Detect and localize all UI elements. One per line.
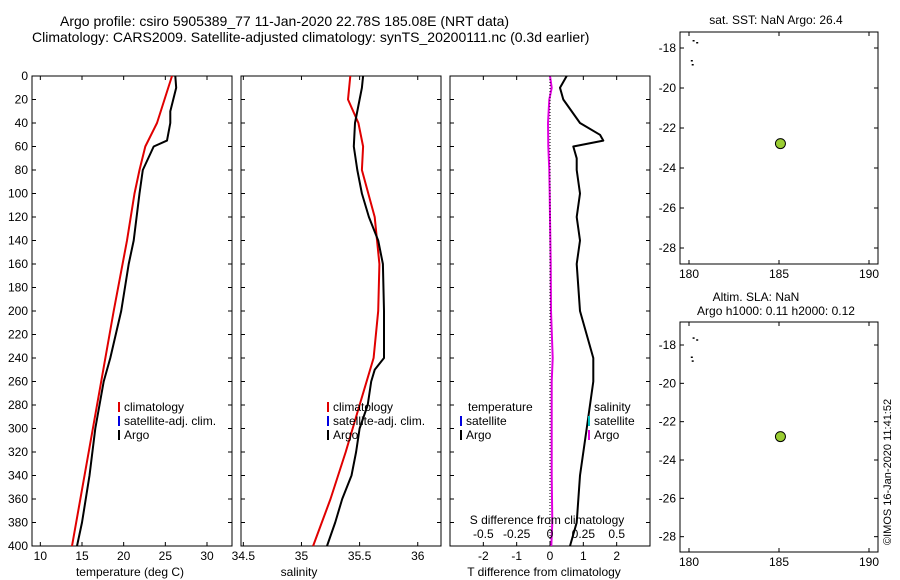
sla-map-ytick-label: -22 [659,415,677,429]
sla-map-xtick-label: 185 [769,555,789,569]
depth-tick-label: 220 [8,328,28,342]
difference-xtick-label: -1 [511,549,522,563]
depth-tick-label: 180 [8,281,28,295]
temperature-legend-label: climatology [124,400,184,414]
salinity-xtick-label: 35.5 [348,549,372,563]
salinity-series-argo [326,75,385,547]
sla-map-ytick-label: -24 [659,453,677,467]
sla-map-ytick-label: -28 [659,530,677,544]
difference-xtick-label: 0 [547,549,554,563]
sla-map-xtick-label: 180 [679,555,699,569]
depth-tick-label: 240 [8,351,28,365]
difference-xlabel: T difference from climatology [467,565,621,579]
depth-tick-label: 200 [8,304,28,318]
depth-tick-label: 0 [21,69,28,83]
diff-legend-right-label: Argo [594,428,620,442]
sla-map-ytick-label: -20 [659,376,677,390]
difference-top-xtick-label: 0.5 [608,527,625,541]
depth-tick-label: 60 [15,140,29,154]
difference-series-t-difference [559,75,605,547]
title-line-2: Climatology: CARS2009. Satellite-adjuste… [32,29,590,45]
sst-map-ytick-label: -26 [659,201,677,215]
difference-top-xtick-label: 0 [547,527,554,541]
salinity-xtick-label: 34.5 [232,549,256,563]
diff-legend-left-label: satellite [466,414,507,428]
depth-tick-label: 300 [8,422,28,436]
salinity-xtick-label: 36 [411,549,425,563]
temperature-xtick-label: 15 [75,549,89,563]
difference-top-xtick-label: -0.25 [503,527,531,541]
depth-tick-label: 260 [8,375,28,389]
temperature-series-climatology [71,75,173,547]
sst-map-island [691,64,694,66]
temperature-frame [31,75,233,547]
temperature-legend-label: satellite-adj. clim. [124,414,216,428]
temperature-xtick-label: 20 [117,549,131,563]
temperature-series-argo [76,75,178,547]
difference-top-xtick-label: 0.25 [572,527,596,541]
sla-map-argo-position-point [774,431,786,443]
diff-legend-left-title: temperature [468,400,533,414]
sst-map-argo-position-point [774,138,786,150]
sst-map-island [696,42,699,44]
difference-top-xlabel: S difference from climatology [470,513,625,527]
sla-map-title-line-2: Argo h1000: 0.11 h2000: 0.12 [697,304,855,318]
difference-top-xtick-label: -0.5 [473,527,494,541]
salinity-legend-label: satellite-adj. clim. [333,414,425,428]
sst-map-xtick-label: 190 [859,267,879,281]
temperature-xtick-label: 25 [159,549,173,563]
depth-tick-label: 40 [15,116,29,130]
difference-xtick-label: 2 [613,549,620,563]
diff-legend-right-title: salinity [594,400,631,414]
salinity-frame [240,75,442,547]
sla-map-island [690,356,693,358]
depth-tick-label: 340 [8,469,28,483]
temperature-xtick-label: 30 [200,549,214,563]
salinity-legend-label: climatology [333,400,393,414]
depth-tick-label: 120 [8,210,28,224]
sst-map-ytick-label: -28 [659,241,677,255]
title-line-1: Argo profile: csiro 5905389_77 11-Jan-20… [60,13,510,29]
salinity-xtick-label: 35 [295,549,309,563]
sst-map-island [690,60,693,62]
temperature-legend-label: Argo [124,428,150,442]
sla-map-xtick-label: 190 [859,555,879,569]
depth-tick-label: 100 [8,187,28,201]
sst-map-xtick-label: 185 [769,267,789,281]
salinity-series-climatology [312,75,381,547]
depth-tick-label: 20 [15,93,29,107]
sla-map-island [691,360,694,362]
sla-map-ytick-label: -26 [659,491,677,505]
difference-xtick-label: 1 [580,549,587,563]
depth-tick-label: 360 [8,492,28,506]
sst-map-island [692,40,695,42]
sst-map-ytick-label: -18 [659,41,677,55]
sst-map-ytick-label: -20 [659,81,677,95]
depth-tick-label: 320 [8,445,28,459]
sst-map-title: sat. SST: NaN Argo: 26.4 [709,13,843,27]
salinity-xlabel: salinity [281,565,318,579]
sla-map-title-line-1: Altim. SLA: NaN [713,290,800,304]
depth-tick-label: 400 [8,539,28,553]
depth-tick-label: 160 [8,257,28,271]
temperature-xlabel: temperature (deg C) [76,565,184,579]
sla-map-island [692,337,695,339]
diff-legend-left-label: Argo [466,428,492,442]
difference-xtick-label: -2 [478,549,489,563]
depth-tick-label: 80 [15,163,29,177]
diff-legend-right-label: satellite [594,414,635,428]
difference-series-s-difference [547,75,554,547]
depth-tick-label: 280 [8,398,28,412]
depth-tick-label: 140 [8,234,28,248]
temperature-xtick-label: 10 [34,549,48,563]
sst-map-ytick-label: -24 [659,161,677,175]
salinity-legend-label: Argo [333,428,359,442]
imos-timestamp: ©IMOS 16-Jan-2020 11:41:52 [882,398,894,545]
sla-map-ytick-label: -18 [659,338,677,352]
depth-tick-label: 380 [8,516,28,530]
sst-map-xtick-label: 180 [679,267,699,281]
sla-map-island [696,339,699,341]
sst-map-ytick-label: -22 [659,121,677,135]
